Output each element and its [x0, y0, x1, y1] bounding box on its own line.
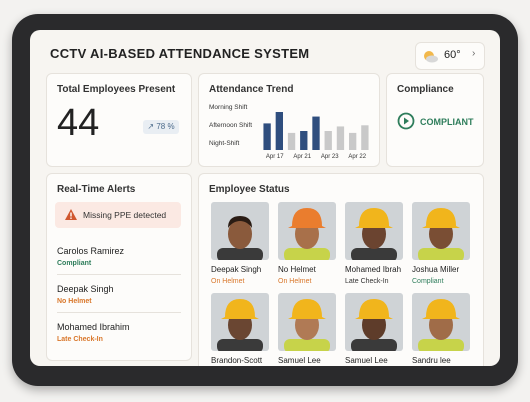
- employee-status: Compliant: [412, 278, 444, 285]
- divider: [57, 274, 181, 275]
- present-card: Total Employees Present 44 ↗ 78 %: [46, 73, 192, 167]
- alert-banner[interactable]: Missing PPE detected: [55, 202, 181, 228]
- employee-status-card: Employee Status Deepak Singh On Helmet No …: [198, 173, 484, 366]
- shift-label: Morning Shift: [209, 104, 247, 111]
- alerts-card: Real-Time Alerts Missing PPE detected Ca…: [46, 173, 192, 361]
- employee-name: Sandru lee: [412, 356, 451, 365]
- helmet: [355, 299, 393, 319]
- trend-card: Attendance Trend Morning Shift Afternoon …: [198, 73, 380, 167]
- trend-bar: [324, 131, 332, 150]
- compliance-status: COMPLIANT: [420, 117, 474, 127]
- employee-photo: [345, 202, 403, 260]
- trend-bar: [275, 112, 283, 150]
- shirt: [351, 248, 397, 260]
- alert-status: Compliant: [57, 260, 92, 267]
- trend-bar: [263, 123, 271, 150]
- chevron: ›: [472, 48, 476, 59]
- employee-status: On Helmet: [211, 278, 245, 285]
- present-count: 44: [57, 102, 100, 144]
- shirt: [284, 248, 330, 260]
- trend-bar: [336, 126, 345, 150]
- trend-bar: [349, 132, 357, 150]
- banner-text: Missing PPE detected: [83, 210, 167, 220]
- date-label: Apr 21: [293, 154, 311, 160]
- compliance-card: Compliance COMPLIANT: [386, 73, 484, 167]
- helmet: [355, 208, 393, 228]
- employee-name: No Helmet: [278, 265, 316, 274]
- date-label: Apr 22: [348, 154, 366, 160]
- weather-widget[interactable]: 60° ›: [415, 42, 485, 70]
- shirt: [217, 248, 263, 260]
- employee-status: On Helmet: [278, 278, 312, 285]
- helmet: [221, 299, 259, 319]
- employee-photo: [412, 202, 470, 260]
- employee-name: Mohamed Ibrah: [345, 265, 402, 274]
- employee-name: Brandon-Scott: [211, 356, 263, 365]
- shirt: [351, 339, 397, 351]
- helmet: [288, 299, 326, 319]
- hair: [228, 216, 252, 228]
- rate-badge: ↗ 78 %: [143, 120, 179, 134]
- screen: CCTV AI-BASED ATTENDANCE SYSTEM 60° › To…: [30, 30, 500, 366]
- date-label: Apr 17: [266, 154, 284, 160]
- employee-name: Joshua Miller: [412, 265, 460, 274]
- app-title: CCTV AI-BASED ATTENDANCE SYSTEM: [50, 46, 310, 61]
- employee-photo: [278, 202, 336, 260]
- temperature: 60°: [444, 49, 461, 61]
- employee-name: Samuel Lee: [278, 356, 321, 365]
- alert-name: Carolos Ramirez: [57, 246, 125, 256]
- trend-bar: [287, 132, 296, 150]
- shirt: [418, 339, 464, 351]
- trend-bar: [312, 116, 320, 150]
- divider: [57, 312, 181, 313]
- employee-photo: [211, 293, 269, 351]
- employee-photo: [278, 293, 336, 351]
- trend-chart: Morning Shift Afternoon Shift Night-Shift A…: [209, 104, 369, 160]
- employee-photo: [211, 202, 269, 260]
- alert-status: No Helmet: [57, 298, 92, 305]
- card-title: Employee Status: [209, 184, 290, 195]
- employee-photo: [412, 293, 470, 351]
- helmet: [288, 208, 326, 228]
- alert-name: Deepak Singh: [57, 284, 114, 294]
- compliance-icon: [397, 112, 415, 130]
- card-title: Compliance: [397, 84, 454, 95]
- card-title: Real-Time Alerts: [57, 184, 136, 195]
- shirt: [284, 339, 330, 351]
- shift-label: Night-Shift: [209, 140, 240, 147]
- alert-name: Mohamed Ibrahim: [57, 322, 130, 332]
- helmet: [422, 299, 460, 319]
- alert-status: Late Check-In: [57, 336, 103, 343]
- rate: 78 %: [156, 122, 175, 131]
- warning-icon: [65, 209, 77, 220]
- trend-bar: [300, 131, 308, 150]
- card-title: Total Employees Present: [57, 84, 176, 95]
- helmet: [422, 208, 460, 228]
- shirt: [418, 248, 464, 260]
- trend-bar: [361, 125, 369, 150]
- employee-photo: [345, 293, 403, 351]
- face: [228, 219, 252, 249]
- weather-icon: [424, 51, 438, 63]
- shift-label: Afternoon Shift: [209, 122, 252, 129]
- shirt: [217, 339, 263, 351]
- employee-status: Late Check-In: [345, 278, 389, 285]
- employee-name: Deepak Singh: [211, 265, 262, 274]
- employee-name: Samuel Lee: [345, 356, 388, 365]
- card-title: Attendance Trend: [209, 84, 294, 95]
- date-label: Apr 23: [321, 154, 339, 160]
